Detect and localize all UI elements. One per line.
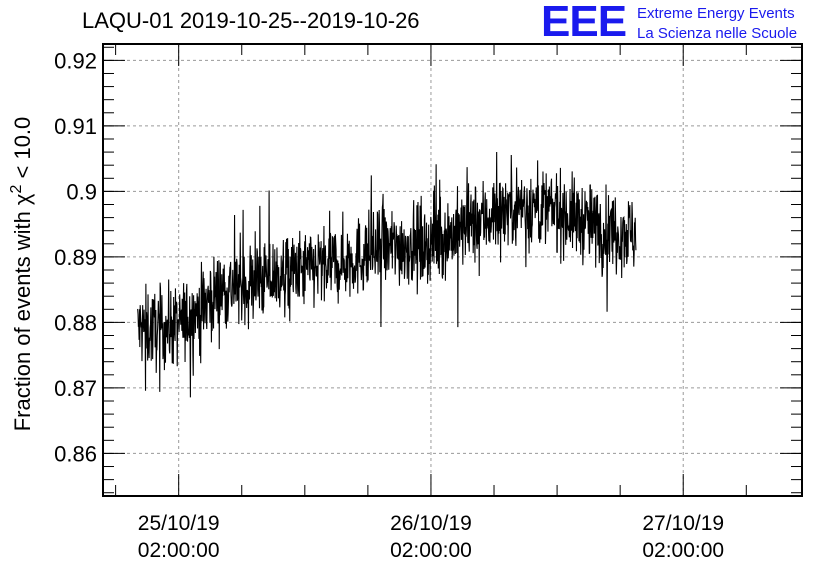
chart-title: LAQU-01 2019-10-25--2019-10-26	[82, 8, 420, 33]
series-layer	[137, 152, 637, 398]
y-tick-label: 0.87	[54, 376, 97, 401]
x-tick-labels: 25/10/19 02:00:00 26/10/19 02:00:00 27/10/19…	[138, 512, 724, 562]
y-tick-label: 0.89	[54, 245, 97, 270]
y-axis-label: Fraction of events with χ2 < 10.0	[8, 117, 35, 432]
y-tick-label: 0.88	[54, 310, 97, 335]
y-tick-labels: 0.86 0.87 0.88 0.89 0.9 0.91 0.92	[54, 48, 97, 466]
y-tick-label: 0.92	[54, 48, 97, 73]
x-tick-label-date: 27/10/19	[642, 512, 724, 535]
x-tick-label-time: 02:00:00	[642, 539, 724, 562]
series-line-fraction	[137, 152, 637, 398]
y-tick-label: 0.9	[66, 179, 97, 204]
logo-line-1: Extreme Energy Events	[637, 5, 795, 22]
x-tick-label-time: 02:00:00	[138, 539, 220, 562]
x-tick-label-time: 02:00:00	[390, 539, 472, 562]
plot-frame	[102, 43, 803, 497]
grid	[103, 44, 802, 496]
x-tick-label-date: 25/10/19	[138, 512, 220, 535]
axis-ticks	[103, 44, 802, 496]
x-tick-label-date: 26/10/19	[390, 512, 472, 535]
eee-logo: EEE	[541, 0, 627, 46]
logo-line-2: La Scienza nelle Scuole	[637, 25, 798, 42]
y-tick-label: 0.86	[54, 441, 97, 466]
y-tick-label: 0.91	[54, 114, 97, 139]
